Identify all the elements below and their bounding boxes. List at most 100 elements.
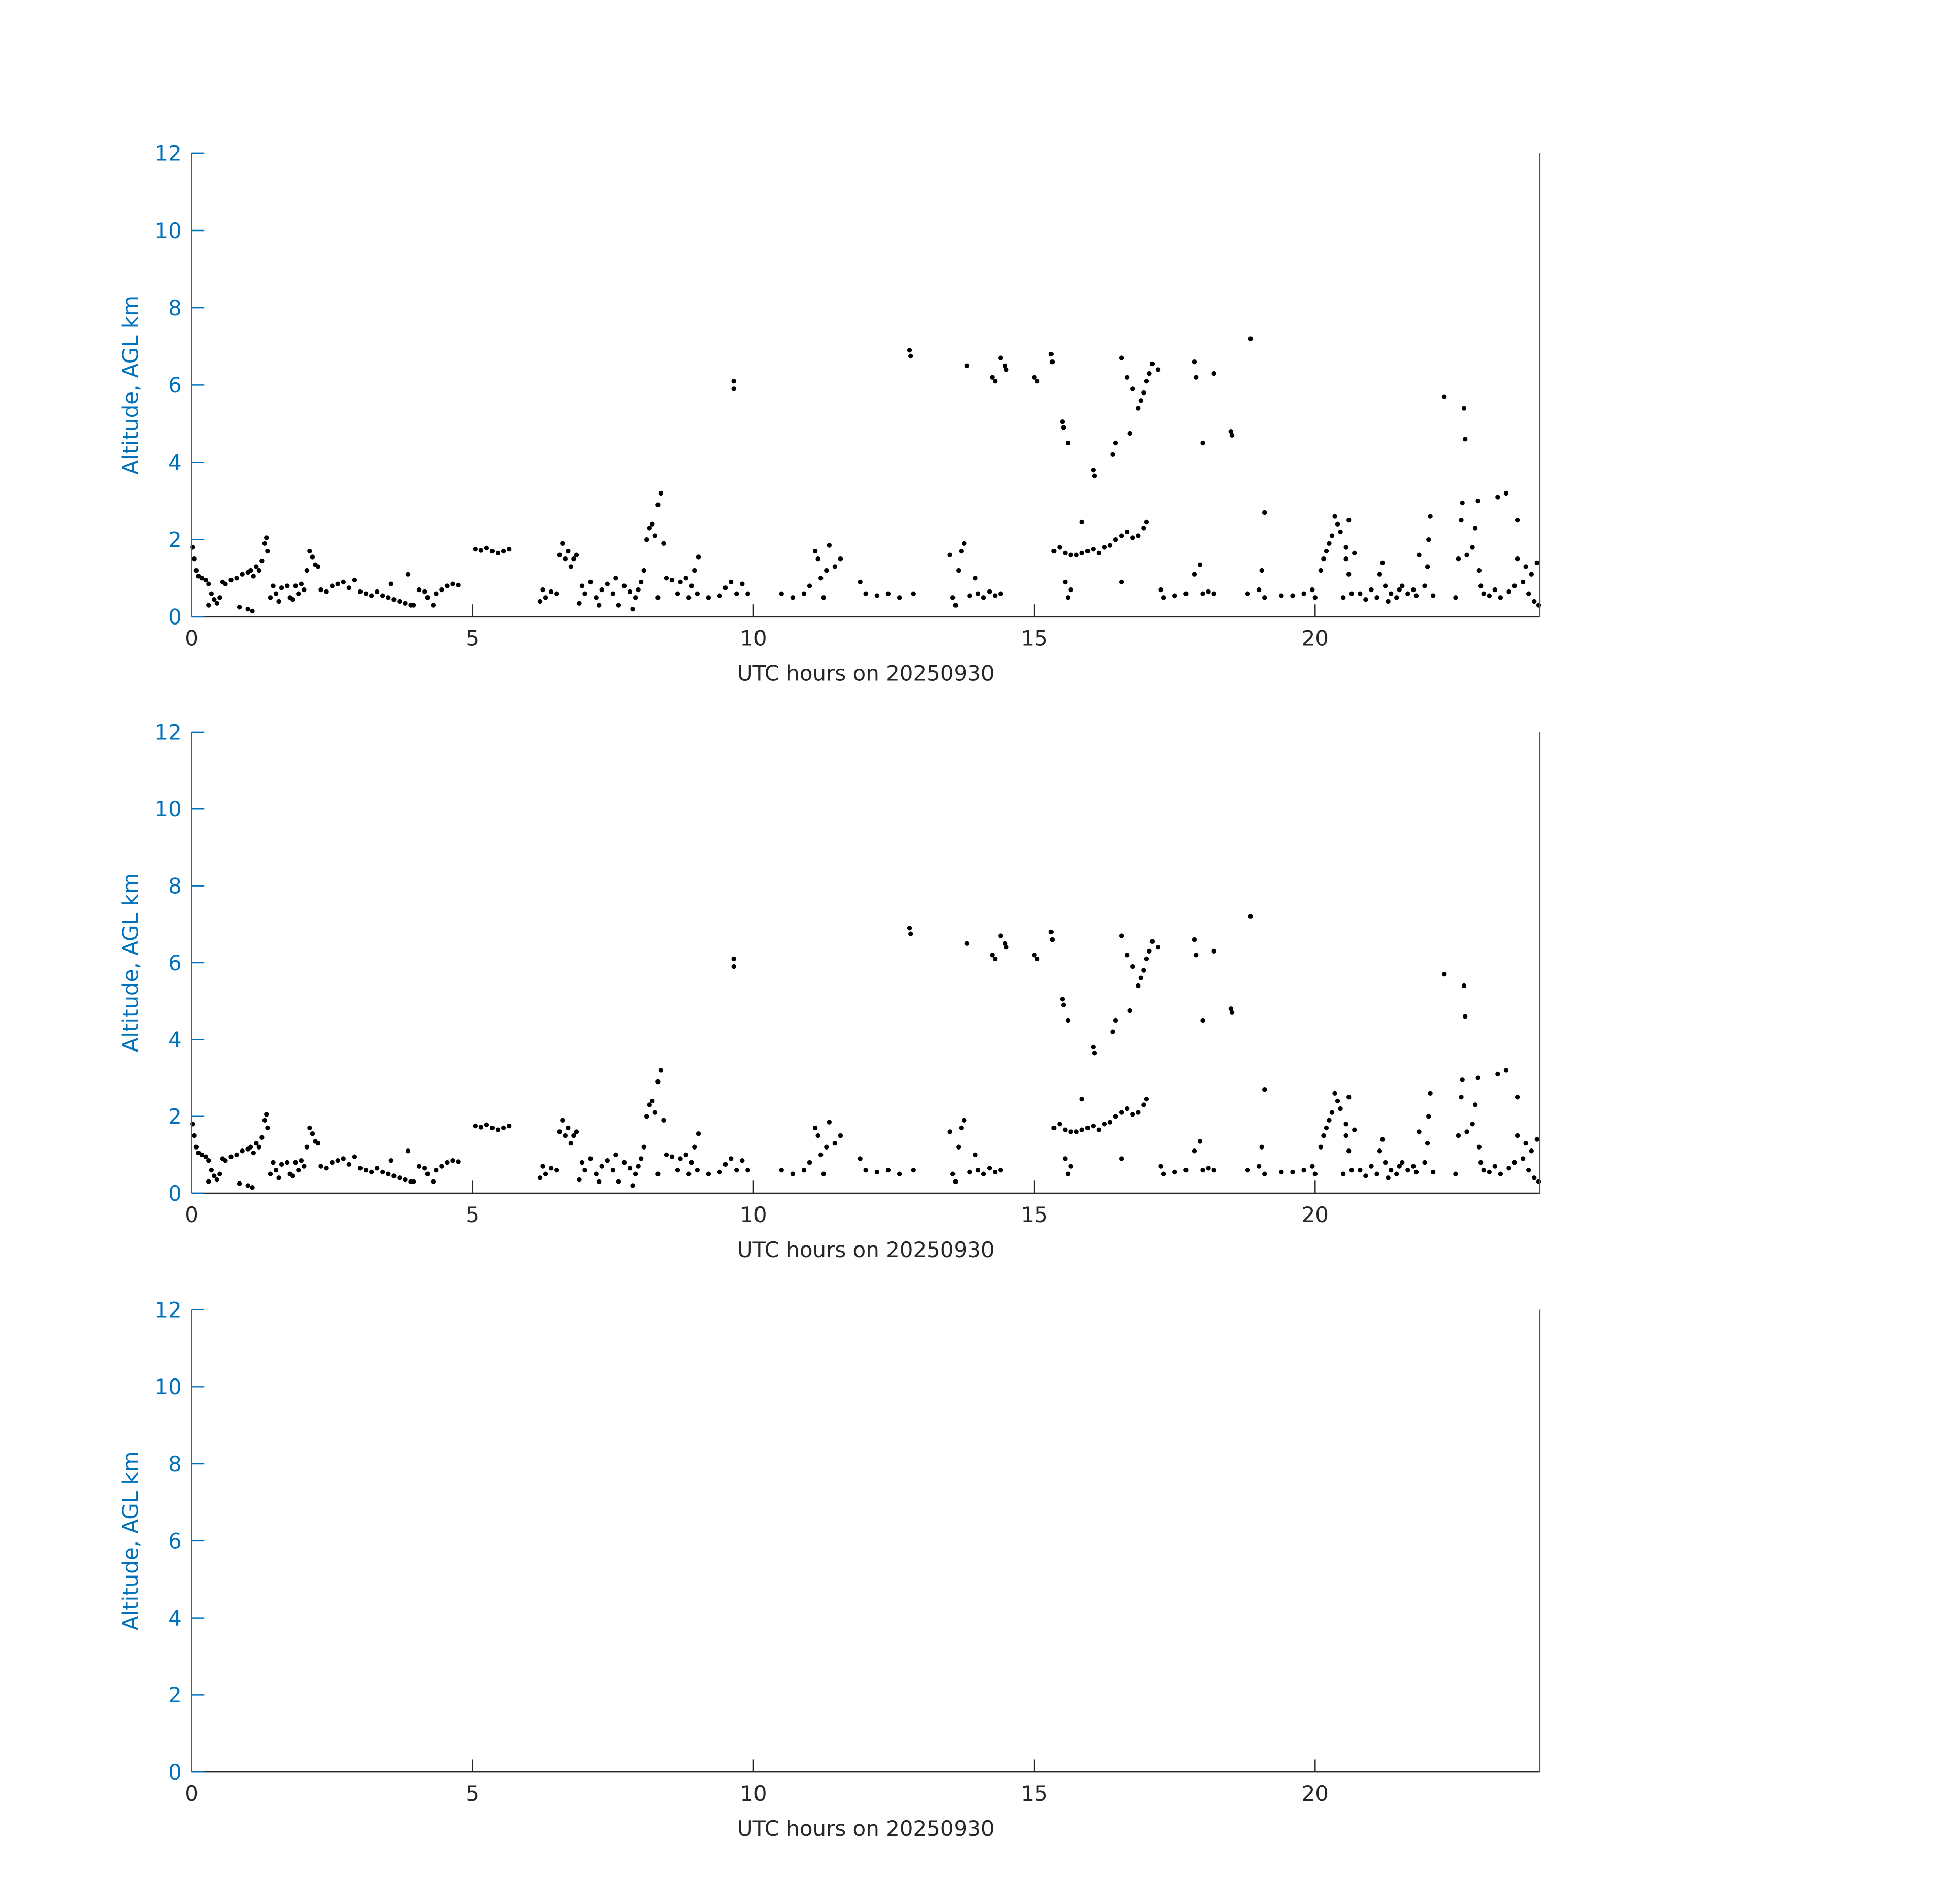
data-point [1110, 1029, 1115, 1034]
data-point [731, 964, 736, 969]
data-point [1200, 1167, 1205, 1173]
data-point [473, 1123, 478, 1129]
data-point [310, 1131, 315, 1136]
data-point [1262, 1087, 1267, 1092]
data-point [279, 585, 284, 590]
data-point [599, 587, 604, 593]
data-point [1245, 1167, 1250, 1173]
data-point [405, 572, 411, 577]
data-point [908, 353, 913, 358]
data-point [250, 608, 255, 614]
data-point [296, 591, 301, 596]
data-point [1492, 1164, 1498, 1169]
data-point [1321, 556, 1326, 562]
data-point [1096, 1127, 1102, 1132]
data-point [717, 593, 722, 598]
data-point [1374, 1171, 1379, 1176]
data-point [560, 1118, 565, 1123]
data-point [627, 589, 633, 595]
data-point [821, 595, 826, 600]
data-point [582, 591, 587, 596]
data-point [1394, 1171, 1399, 1176]
data-point [577, 1177, 582, 1183]
data-point [245, 1183, 250, 1188]
data-point [1338, 1106, 1343, 1111]
data-point [1428, 1091, 1433, 1096]
data-point [610, 1167, 616, 1173]
data-point [885, 591, 891, 596]
data-point [579, 583, 585, 588]
data-point [824, 568, 829, 573]
data-point [815, 1133, 820, 1138]
data-point [434, 591, 439, 596]
data-point [548, 1166, 554, 1171]
data-point [1327, 541, 1332, 546]
data-point [582, 1167, 587, 1173]
data-point [630, 606, 635, 612]
data-point [554, 1167, 559, 1173]
data-point [304, 1144, 310, 1150]
data-point [838, 1133, 843, 1138]
data-point [234, 576, 239, 581]
data-point [998, 933, 1003, 938]
data-point [1464, 1129, 1469, 1134]
data-point [1206, 589, 1211, 595]
data-point [1124, 953, 1130, 958]
data-point [1498, 595, 1503, 600]
data-point [574, 1129, 579, 1134]
data-point [1464, 552, 1469, 557]
data-point [217, 595, 222, 600]
data-point [638, 579, 644, 585]
y-tick-label: 10 [154, 1374, 181, 1399]
data-point [1113, 1113, 1118, 1119]
data-point [897, 595, 902, 600]
data-point [1453, 595, 1458, 600]
data-point [391, 597, 397, 602]
data-point [1430, 593, 1436, 598]
data-point [1065, 1017, 1071, 1023]
data-point [405, 1148, 411, 1154]
data-point [1200, 1017, 1205, 1023]
data-point [621, 583, 627, 588]
data-point [1346, 1148, 1352, 1154]
data-point [251, 1150, 256, 1156]
data-point [1192, 1148, 1197, 1154]
data-point [1459, 517, 1464, 523]
data-point [568, 564, 574, 569]
data-point [1523, 564, 1528, 569]
data-point [1057, 545, 1062, 550]
data-point [228, 577, 234, 583]
data-point [251, 574, 256, 579]
data-point [411, 603, 416, 608]
data-point [858, 1156, 863, 1161]
data-point [209, 591, 214, 596]
x-tick-label: 20 [1302, 626, 1329, 651]
data-point [501, 1125, 506, 1131]
data-point [1130, 535, 1135, 540]
data-point [206, 1179, 211, 1185]
data-points [190, 336, 1541, 614]
data-point [273, 591, 279, 596]
data-point [223, 581, 228, 586]
data-point [981, 595, 986, 600]
y-tick-label: 10 [154, 218, 181, 243]
data-point [1130, 964, 1135, 969]
data-point [907, 926, 912, 931]
data-point [341, 579, 346, 585]
data-point [973, 576, 978, 581]
data-point [324, 589, 329, 595]
data-point [228, 1154, 234, 1159]
data-point [206, 603, 211, 608]
data-point [315, 564, 321, 569]
data-point [1380, 1137, 1385, 1142]
data-point [594, 1171, 599, 1176]
data-point [1063, 579, 1068, 585]
data-point [1413, 593, 1419, 598]
data-point [818, 1152, 824, 1158]
data-point [1172, 1169, 1177, 1175]
data-point [369, 593, 374, 598]
data-point [1310, 587, 1315, 593]
data-point [655, 595, 661, 600]
data-point [599, 1164, 604, 1169]
data-point [1147, 371, 1152, 376]
